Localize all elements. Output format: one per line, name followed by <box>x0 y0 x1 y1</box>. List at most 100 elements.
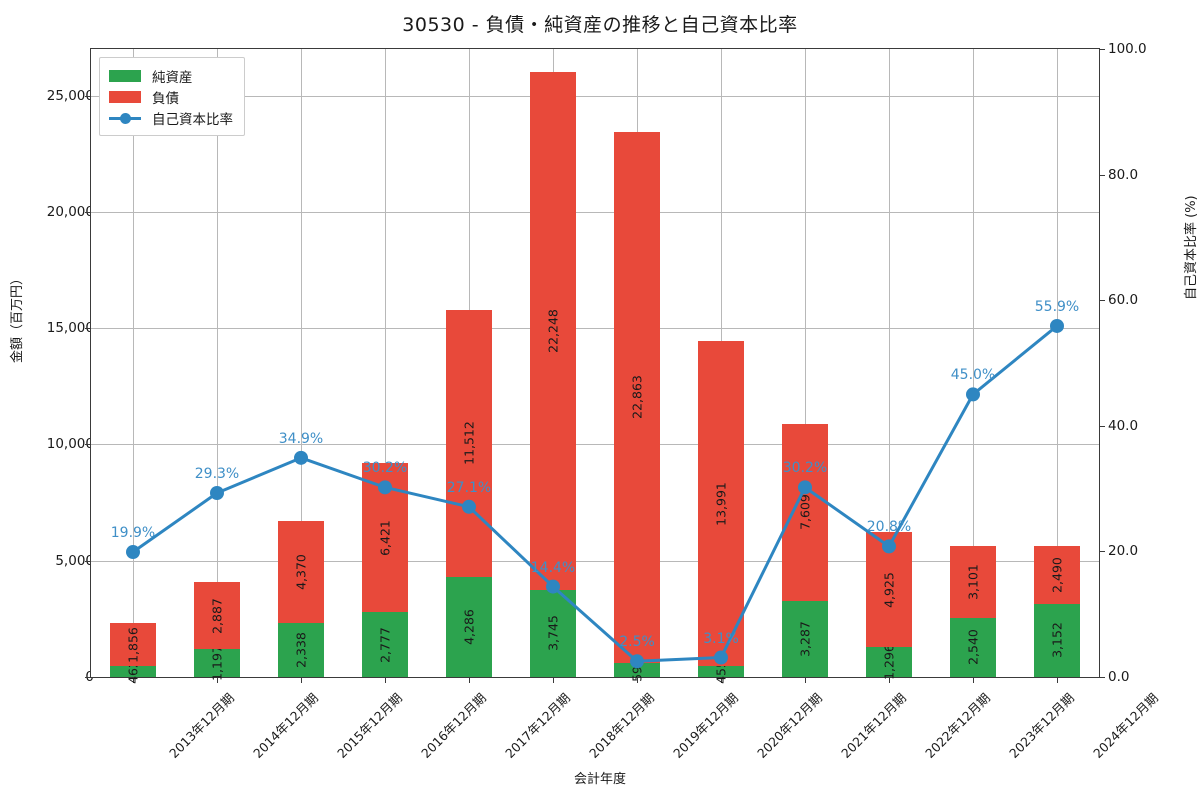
y-axis-left-tick-label: 15,000 <box>46 320 94 337</box>
bar-segment-liabilities[interactable]: 2,490 <box>1033 545 1081 604</box>
tick-mark <box>85 444 90 446</box>
data-point-label: 27.1% <box>446 479 492 496</box>
data-point-marker[interactable] <box>630 654 644 669</box>
gridline <box>301 49 302 677</box>
bar-group[interactable]: 3,152 2,490 <box>1033 49 1081 677</box>
x-axis-tick-label: 2022年12月期 <box>922 690 993 761</box>
data-point-marker[interactable] <box>462 499 476 514</box>
bar-segment-net-assets[interactable]: 1,197 <box>193 645 241 681</box>
bar-segment-liabilities[interactable]: 2,887 <box>193 582 241 650</box>
tick-mark <box>469 678 470 683</box>
x-axis-tick-label: 2018年12月期 <box>586 690 657 761</box>
bar-group[interactable]: 1,197 2,887 <box>193 49 241 681</box>
data-point-label: 20.8% <box>866 519 912 536</box>
gridline <box>91 444 1099 446</box>
gridline <box>1057 49 1058 677</box>
x-axis-tick-label: 2014年12月期 <box>250 690 321 761</box>
bar-group[interactable]: 3,287 7,609 <box>781 49 829 677</box>
y-axis-right-tick-label: 20.0 <box>1108 543 1139 560</box>
equity-ratio-line <box>126 318 1064 669</box>
bar-group[interactable]: 2,338 4,370 <box>277 49 325 677</box>
page-title: 30530 - 負債・純資産の推移と自己資本比率 <box>402 14 798 36</box>
gridline <box>973 49 974 677</box>
bar-segment-liabilities[interactable]: 3,101 <box>949 545 997 618</box>
bar-segment-net-assets[interactable]: 2,540 <box>949 617 997 677</box>
y-axis-left-tick-label: 5,000 <box>55 552 94 569</box>
legend-label: 純資産 <box>152 69 193 86</box>
x-axis-tick-label: 2024年12月期 <box>1090 690 1161 761</box>
y-axis-left-tick-label: 25,000 <box>46 87 94 104</box>
bar-segment-liabilities[interactable]: 4,370 <box>277 520 325 623</box>
bar-group[interactable]: 590 22,863 <box>613 49 661 682</box>
tick-mark <box>553 678 554 683</box>
bar-group[interactable]: 455 13,991 <box>697 49 745 684</box>
tick-mark <box>301 678 302 683</box>
data-point-label: 45.0% <box>950 367 996 384</box>
bar-group[interactable]: 3,745 22,248 <box>529 49 577 677</box>
bar-group[interactable]: 462 1,856 <box>109 49 157 684</box>
y-axis-left-tick-label: 10,000 <box>46 436 94 453</box>
x-axis-title: 会計年度 <box>573 772 626 787</box>
data-point-label: 30.2% <box>782 460 828 477</box>
red-square-icon <box>109 90 141 103</box>
data-point-marker[interactable] <box>1050 318 1064 333</box>
data-point-marker[interactable] <box>882 539 896 554</box>
bar-segment-liabilities[interactable]: 1,856 <box>109 623 157 667</box>
tick-mark <box>85 560 90 562</box>
bar-segment-liabilities[interactable]: 11,512 <box>445 309 493 578</box>
data-point-label: 55.9% <box>1034 298 1080 315</box>
bar-segment-net-assets[interactable]: 3,287 <box>781 600 829 677</box>
bar-segment-net-assets[interactable]: 4,286 <box>445 577 493 677</box>
tick-mark <box>637 678 638 683</box>
tick-mark <box>385 678 386 683</box>
bar-segment-net-assets[interactable]: 3,152 <box>1033 603 1081 677</box>
legend-item-liabilities: 負債 <box>109 86 233 107</box>
bar-group[interactable]: 2,540 3,101 <box>949 49 997 677</box>
gridline <box>91 328 1099 330</box>
bar-segment-net-assets[interactable]: 3,745 <box>529 589 577 677</box>
bar-segment-net-assets[interactable]: 462 <box>109 660 157 684</box>
data-point-marker[interactable] <box>126 545 140 560</box>
green-square-icon <box>109 69 141 82</box>
bar-segment-liabilities[interactable]: 22,248 <box>529 72 577 590</box>
data-point-marker[interactable] <box>378 480 392 495</box>
equity-ratio-polyline <box>131 324 1059 663</box>
tick-mark <box>85 677 90 678</box>
y-axis-right-tick-label: 80.0 <box>1108 166 1139 183</box>
y-axis-right-tick-label: 100.0 <box>1108 41 1147 57</box>
tick-mark <box>1100 551 1105 553</box>
bar-segment-net-assets[interactable]: 590 <box>613 658 661 682</box>
y-axis-left-title: 金額（百万円） <box>10 271 25 363</box>
tick-mark <box>1100 49 1105 50</box>
tick-mark <box>85 211 90 213</box>
y-axis-right-tick-label: 40.0 <box>1108 417 1139 434</box>
data-point-marker[interactable] <box>210 485 224 500</box>
gridline <box>133 49 134 677</box>
legend-label: 負債 <box>152 90 179 107</box>
bar-segment-liabilities[interactable]: 22,863 <box>613 131 661 664</box>
data-point-marker[interactable] <box>966 387 980 402</box>
bar-segment-net-assets[interactable]: 1,296 <box>865 644 913 680</box>
data-point-marker[interactable] <box>714 650 728 665</box>
data-point-marker[interactable] <box>294 450 308 465</box>
bar-segment-net-assets[interactable]: 2,338 <box>277 622 325 677</box>
gridline <box>889 49 890 677</box>
bar-segment-liabilities[interactable]: 13,991 <box>697 341 745 667</box>
x-axis-tick-label: 2016年12月期 <box>418 690 489 761</box>
chart-legend: 純資産 負債 自己資本比率 <box>99 57 245 136</box>
blue-line-marker-icon <box>109 111 141 125</box>
plot-area: 462 1,856 1,197 2,887 2,338 4,370 2,777 6,421 4,… <box>90 48 1100 684</box>
bar-group[interactable]: 4,286 11,512 <box>445 49 493 677</box>
data-point-marker[interactable] <box>798 480 812 495</box>
x-axis-tick-label: 2020年12月期 <box>754 690 825 761</box>
y-axis-right-tick-label: 60.0 <box>1108 292 1139 309</box>
y-axis-right-title: 自己資本比率 (%) <box>1184 195 1199 300</box>
data-point-marker[interactable] <box>546 579 560 594</box>
tick-mark <box>1100 425 1105 427</box>
x-axis-tick-label: 2017年12月期 <box>502 690 573 761</box>
bar-segment-net-assets[interactable]: 2,777 <box>361 612 409 677</box>
bar-segment-net-assets[interactable]: 455 <box>697 660 745 684</box>
bar-segment-liabilities[interactable]: 7,609 <box>781 423 829 601</box>
tick-mark <box>973 678 974 683</box>
